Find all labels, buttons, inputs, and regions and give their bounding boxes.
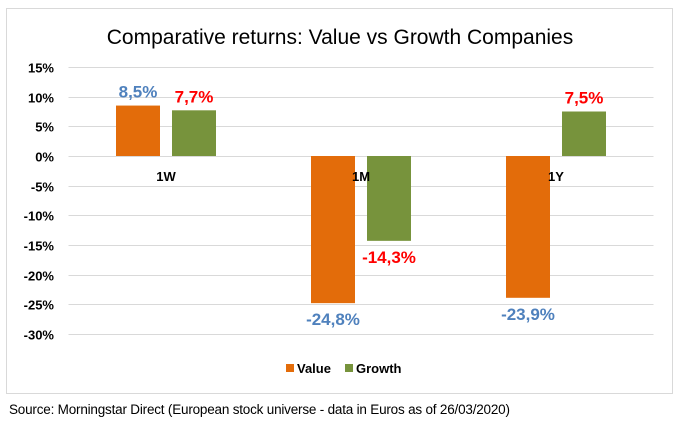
y-tick-label: -20% [24, 269, 55, 284]
chart-title: Comparative returns: Value vs Growth Com… [107, 26, 573, 49]
x-axis: 1W 1M 1Y [156, 169, 564, 184]
data-label-growth-1w: 7,7% [175, 87, 214, 106]
bar-value-1m [311, 156, 355, 304]
bar-value-1y [506, 156, 550, 298]
y-tick-label: 10% [28, 91, 54, 106]
data-label-value-1w: 8,5% [119, 83, 158, 102]
y-tick-label: 0% [35, 150, 54, 165]
y-tick-label: -10% [24, 209, 55, 224]
legend-label: Growth [356, 361, 402, 376]
data-label-value-1y: -23,9% [501, 305, 555, 324]
legend-label: Value [297, 361, 331, 376]
x-tick-label: 1Y [548, 169, 564, 184]
data-label-value-1m: -24,8% [306, 310, 360, 329]
source-note: Source: Morningstar Direct (European sto… [9, 402, 510, 417]
y-axis: 15% 10% 5% 0% -5% -10% -15% -20% -25% -30% [24, 61, 55, 343]
bar-growth-1m [367, 156, 411, 241]
data-label-growth-1m: -14,3% [362, 248, 416, 267]
y-tick-label: -5% [31, 180, 55, 195]
data-labels: 8,5% 7,7% -24,8% -14,3% -23,9% 7,5% [119, 83, 604, 330]
legend-item-value: Value [286, 361, 331, 376]
y-tick-label: -25% [24, 298, 55, 313]
gridlines [68, 67, 654, 335]
legend-swatch-growth [345, 364, 353, 372]
bar-growth-1y [562, 111, 606, 156]
legend: Value Growth [286, 361, 402, 376]
x-tick-label: 1M [352, 169, 370, 184]
data-label-growth-1y: 7,5% [565, 89, 604, 108]
y-tick-label: -15% [24, 239, 55, 254]
bar-growth-1w [172, 110, 216, 156]
bars [116, 105, 606, 304]
y-tick-label: 5% [35, 120, 54, 135]
y-tick-label: -30% [24, 328, 55, 343]
legend-swatch-value [286, 364, 294, 372]
x-tick-label: 1W [156, 169, 176, 184]
bar-value-1w [116, 105, 160, 156]
y-tick-label: 15% [28, 61, 54, 76]
legend-item-growth: Growth [345, 361, 402, 376]
chart: Comparative returns: Value vs Growth Com… [24, 26, 654, 376]
